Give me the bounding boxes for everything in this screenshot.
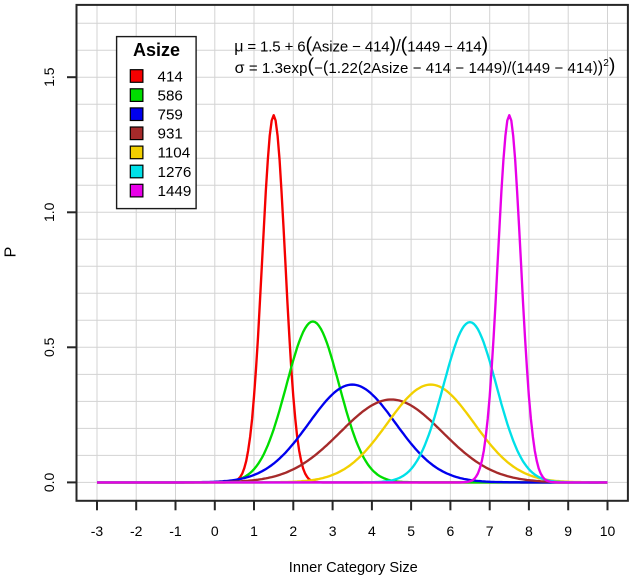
svg-text:-1: -1 bbox=[169, 523, 182, 539]
svg-text:1276: 1276 bbox=[158, 164, 192, 181]
svg-text:1.5: 1.5 bbox=[41, 67, 57, 87]
svg-text:P: P bbox=[3, 247, 20, 258]
svg-text:1: 1 bbox=[250, 523, 258, 539]
svg-text:Inner Category Size: Inner Category Size bbox=[289, 560, 418, 576]
svg-text:μ = 1.5 + 6(Asize − 414)/(1449: μ = 1.5 + 6(Asize − 414)/(1449 − 414) bbox=[234, 34, 488, 56]
svg-text:931: 931 bbox=[158, 126, 183, 143]
svg-text:8: 8 bbox=[525, 523, 533, 539]
svg-text:7: 7 bbox=[486, 523, 494, 539]
svg-text:0: 0 bbox=[211, 523, 219, 539]
svg-text:-3: -3 bbox=[91, 523, 104, 539]
svg-text:1449: 1449 bbox=[158, 183, 192, 200]
svg-text:-2: -2 bbox=[130, 523, 143, 539]
svg-text:0.0: 0.0 bbox=[41, 472, 57, 492]
svg-text:9: 9 bbox=[564, 523, 572, 539]
svg-text:3: 3 bbox=[329, 523, 337, 539]
svg-text:2: 2 bbox=[289, 523, 297, 539]
svg-text:0.5: 0.5 bbox=[41, 337, 57, 357]
svg-text:414: 414 bbox=[158, 68, 183, 85]
svg-text:σ = 1.3exp(−(1.22(2Asize − 414: σ = 1.3exp(−(1.22(2Asize − 414 − 1449)/(… bbox=[235, 55, 616, 77]
svg-text:4: 4 bbox=[368, 523, 376, 539]
svg-text:Asize: Asize bbox=[133, 40, 180, 60]
svg-text:1104: 1104 bbox=[158, 145, 191, 162]
svg-text:586: 586 bbox=[158, 87, 183, 104]
svg-text:5: 5 bbox=[407, 523, 415, 539]
svg-text:6: 6 bbox=[447, 523, 455, 539]
svg-text:10: 10 bbox=[600, 523, 616, 539]
svg-text:759: 759 bbox=[158, 107, 183, 124]
svg-text:1.0: 1.0 bbox=[41, 202, 57, 222]
